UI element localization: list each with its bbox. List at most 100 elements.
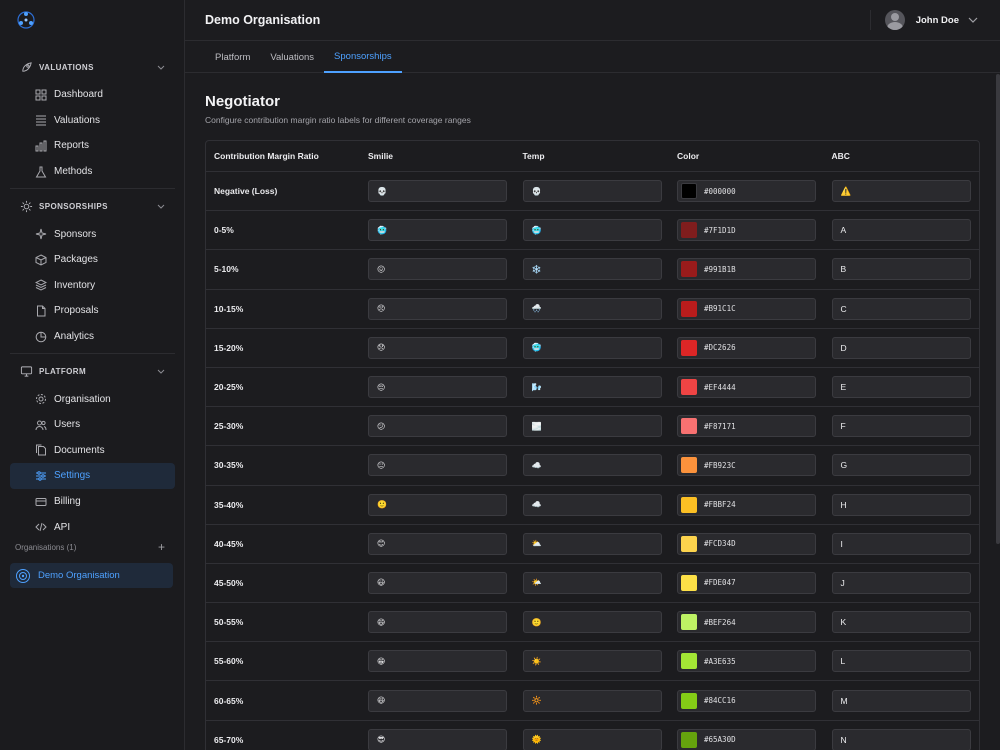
color-input[interactable]: #FBBF24 [677,493,816,516]
color-swatch[interactable] [681,457,697,474]
smilie-input[interactable]: 🥶 [368,219,507,242]
color-swatch[interactable] [681,418,697,435]
smilie-input[interactable]: 😞 [368,336,507,359]
organisation-switcher-item[interactable]: Demo Organisation [10,563,173,588]
sidebar-item-analytics[interactable]: Analytics [10,324,175,350]
sidebar-item-valuations[interactable]: Valuations [10,108,175,134]
add-organisation-icon[interactable]: + [157,540,165,554]
tab-platform[interactable]: Platform [215,51,251,63]
sidebar-item-inventory[interactable]: Inventory [10,273,175,299]
abc-input[interactable]: B [831,258,971,281]
color-input[interactable]: #EF4444 [677,376,816,399]
temp-input[interactable]: 🌬️ [522,376,662,399]
user-menu[interactable]: John Doe [869,10,978,30]
temp-input[interactable]: ☁️ [522,493,662,516]
temp-input[interactable]: 🔆 [522,689,662,712]
color-swatch[interactable] [681,574,697,591]
temp-input[interactable]: 🌨️ [522,297,662,320]
abc-input[interactable]: D [831,336,971,359]
color-swatch[interactable] [681,731,697,748]
sidebar-item-methods[interactable]: Methods [10,159,175,185]
color-swatch[interactable] [681,379,697,396]
color-swatch[interactable] [681,614,697,631]
color-input[interactable]: #BEF264 [677,611,816,634]
abc-input[interactable]: L [831,650,971,673]
abc-input[interactable]: A [831,219,971,242]
color-swatch[interactable] [681,183,697,200]
color-input[interactable]: #991B1B [677,258,816,281]
color-input[interactable]: #84CC16 [677,689,816,712]
abc-input[interactable]: I [831,532,971,555]
smilie-input[interactable]: 😃 [368,571,507,594]
abc-input[interactable]: E [831,376,971,399]
temp-input[interactable]: 🙂 [522,611,662,634]
color-swatch[interactable] [681,692,697,709]
sidebar-item-proposals[interactable]: Proposals [10,298,175,324]
smilie-input[interactable]: 😕 [368,415,507,438]
color-swatch[interactable] [681,261,697,278]
sidebar-item-users[interactable]: Users [10,412,175,438]
color-input[interactable]: #A3E635 [677,650,816,673]
temp-input[interactable]: ☁️ [522,454,662,477]
temp-input[interactable]: 🌫️ [522,415,662,438]
abc-input[interactable]: N [831,728,971,750]
abc-input[interactable]: C [831,297,971,320]
sidebar-item-organisation[interactable]: Organisation [10,386,175,412]
app-logo-icon[interactable] [16,10,36,30]
sidebar-item-settings[interactable]: Settings [10,463,175,489]
abc-input[interactable]: G [831,454,971,477]
sidebar-item-billing[interactable]: Billing [10,489,175,515]
smilie-input[interactable]: 😖 [368,258,507,281]
color-input[interactable]: #FB923C [677,454,816,477]
color-swatch[interactable] [681,535,697,552]
color-swatch[interactable] [681,496,697,513]
color-swatch[interactable] [681,300,697,317]
section-platform[interactable]: PLATFORM [10,360,175,382]
abc-input[interactable]: F [831,415,971,438]
color-swatch[interactable] [681,653,697,670]
smilie-input[interactable]: 😆 [368,689,507,712]
color-input[interactable]: #F87171 [677,415,816,438]
abc-input[interactable]: J [831,571,971,594]
color-input[interactable]: #000000 [677,180,816,203]
abc-input[interactable]: H [831,493,971,516]
tab-sponsorships[interactable]: Sponsorships [324,41,402,73]
smilie-input[interactable]: 🙂 [368,493,507,516]
smilie-input[interactable]: 😁 [368,650,507,673]
color-input[interactable]: #FDE047 [677,571,816,594]
smilie-input[interactable]: 😔 [368,376,507,399]
abc-input[interactable]: ⚠️ [831,180,971,203]
smilie-input[interactable]: 😎 [368,728,507,750]
temp-input[interactable]: 🌤️ [522,571,662,594]
color-input[interactable]: #7F1D1D [677,219,816,242]
color-swatch[interactable] [681,339,697,356]
abc-input[interactable]: K [831,611,971,634]
sidebar-item-sponsors[interactable]: Sponsors [10,221,175,247]
color-swatch[interactable] [681,222,697,239]
sidebar-item-documents[interactable]: Documents [10,438,175,464]
smilie-input[interactable]: 😐 [368,454,507,477]
color-input[interactable]: #65A30D [677,728,816,750]
temp-input[interactable]: 🥶 [522,219,662,242]
section-valuations[interactable]: VALUATIONS [10,56,175,78]
sidebar-item-api[interactable]: API [10,514,175,540]
temp-input[interactable]: 💀 [522,180,662,203]
section-sponsorships[interactable]: SPONSORSHIPS [10,195,175,217]
abc-input[interactable]: M [831,689,971,712]
temp-input[interactable]: 🥶 [522,336,662,359]
temp-input[interactable]: ☀️ [522,650,662,673]
sidebar-item-dashboard[interactable]: Dashboard [10,82,175,108]
color-input[interactable]: #DC2626 [677,336,816,359]
temp-input[interactable]: 🌞 [522,728,662,750]
tab-valuations[interactable]: Valuations [270,51,315,63]
color-input[interactable]: #FCD34D [677,532,816,555]
scrollbar[interactable] [996,74,1000,544]
color-input[interactable]: #B91C1C [677,297,816,320]
smilie-input[interactable]: 😊 [368,532,507,555]
smilie-input[interactable]: 😣 [368,297,507,320]
smilie-input[interactable]: 💀 [368,180,507,203]
temp-input[interactable]: ❄️ [522,258,662,281]
sidebar-item-reports[interactable]: Reports [10,133,175,159]
sidebar-item-packages[interactable]: Packages [10,247,175,273]
temp-input[interactable]: ⛅ [522,532,662,555]
